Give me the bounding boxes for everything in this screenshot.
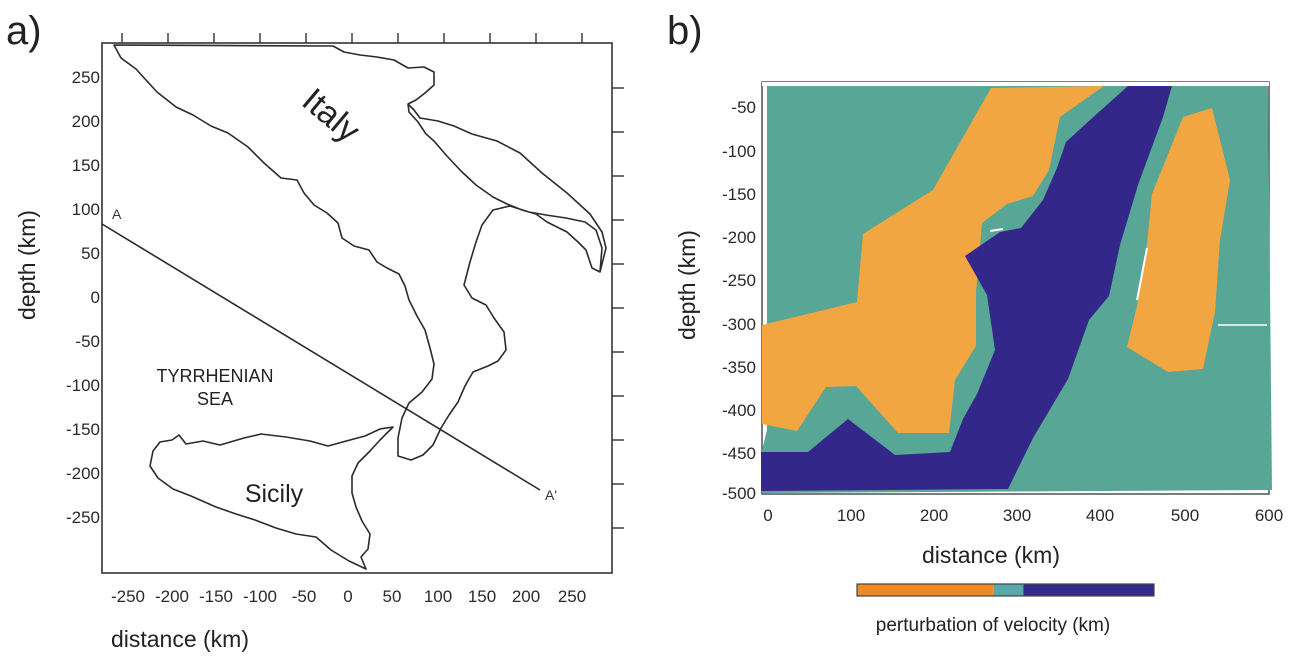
italy-coastline-heel xyxy=(407,103,607,273)
profile-start-label: A xyxy=(112,206,122,222)
slow-zone-left xyxy=(762,86,1104,433)
map-x-tick: -200 xyxy=(155,587,189,606)
section-x-tick: 300 xyxy=(1003,506,1031,525)
panel-b: b) 0 100 200 300 400 500 600 xyxy=(667,9,1283,636)
section-y-tick: -400 xyxy=(722,401,756,420)
section-x-tick: 500 xyxy=(1171,506,1199,525)
slow-zone-right xyxy=(1127,108,1230,372)
label-sicily: Sicily xyxy=(245,480,304,508)
section-y-tick: -100 xyxy=(722,142,756,161)
section-y-tick: -300 xyxy=(722,315,756,334)
section-y-tick: -500 xyxy=(722,484,756,503)
map-y-tick: -200 xyxy=(66,464,100,483)
legend-segment-0 xyxy=(857,584,994,596)
map-y-tick: -150 xyxy=(66,420,100,439)
map-y-tick: 200 xyxy=(72,112,100,131)
panel-a-label: a) xyxy=(6,9,42,53)
map-x-tick: -50 xyxy=(292,587,317,606)
legend-segment-1 xyxy=(993,584,1024,596)
map-y-tick: 0 xyxy=(91,288,100,307)
map-y-tick: -50 xyxy=(75,332,100,351)
map-y-tick: 150 xyxy=(72,156,100,175)
map-x-axis-title: distance (km) xyxy=(111,626,249,652)
section-y-tick: -50 xyxy=(731,98,756,117)
velocity-legend-bar xyxy=(856,583,1155,597)
profile-line xyxy=(101,223,541,491)
section-x-tick: 400 xyxy=(1086,506,1114,525)
section-x-tick: 0 xyxy=(763,506,772,525)
section-y-tick: -150 xyxy=(722,185,756,204)
section-y-tick: -250 xyxy=(722,271,756,290)
legend-title: perturbation of velocity (km) xyxy=(876,615,1110,636)
label-sea-line2: SEA xyxy=(197,389,233,409)
section-x-tick: 200 xyxy=(920,506,948,525)
map-right-ticks xyxy=(612,87,624,529)
legend-bar-outline xyxy=(856,583,1155,597)
panel-b-label: b) xyxy=(667,9,703,53)
panel-a: a) -250 -200 -150 -100 -50 0 xyxy=(6,9,624,652)
map-y-axis-title: depth (km) xyxy=(14,210,40,320)
map-y-tick: 100 xyxy=(72,200,100,219)
fast-slab xyxy=(761,86,1172,491)
legend-segment-2 xyxy=(1023,584,1154,596)
section-y-tick-labels: -50 -100 -150 -200 -250 -300 -350 -400 -… xyxy=(722,98,756,503)
map-x-tick: 250 xyxy=(558,587,586,606)
italy-coastline xyxy=(113,44,603,461)
profile-end-label: A' xyxy=(545,487,557,503)
section-y-tick: -350 xyxy=(722,358,756,377)
section-x-axis-title: distance (km) xyxy=(922,542,1060,568)
map-top-ticks xyxy=(121,33,583,43)
map-y-tick: -100 xyxy=(66,376,100,395)
map-y-tick-labels: 250 200 150 100 50 0 -50 -100 -150 -200 … xyxy=(66,68,100,527)
label-italy: Italy xyxy=(295,81,367,150)
map-y-tick: 50 xyxy=(81,244,100,263)
map-x-tick: 0 xyxy=(343,587,352,606)
map-y-tick: 250 xyxy=(72,68,100,87)
map-x-tick: -250 xyxy=(111,587,145,606)
section-x-tick: 100 xyxy=(837,506,865,525)
section-x-tick-labels: 0 100 200 300 400 500 600 xyxy=(763,506,1283,525)
map-x-tick-labels: -250 -200 -150 -100 -50 0 50 100 150 200… xyxy=(111,587,586,606)
section-top-strip xyxy=(762,82,1269,86)
section-x-tick: 600 xyxy=(1255,506,1283,525)
sicily-coastline xyxy=(149,426,394,570)
label-sea-line1: TYRRHENIAN xyxy=(156,366,273,386)
map-x-tick: 150 xyxy=(468,587,496,606)
map-x-tick: 200 xyxy=(512,587,540,606)
section-y-axis-title: depth (km) xyxy=(674,230,700,340)
map-x-tick: 50 xyxy=(383,587,402,606)
zone-boundary xyxy=(1136,247,1148,301)
section-y-tick: -450 xyxy=(722,444,756,463)
map-x-tick: -100 xyxy=(243,587,277,606)
section-y-tick: -200 xyxy=(722,228,756,247)
map-y-tick: -250 xyxy=(66,508,100,527)
map-x-tick: -150 xyxy=(199,587,233,606)
map-x-tick: 100 xyxy=(424,587,452,606)
zone-boundary xyxy=(989,228,1004,232)
velocity-model xyxy=(761,86,1272,493)
